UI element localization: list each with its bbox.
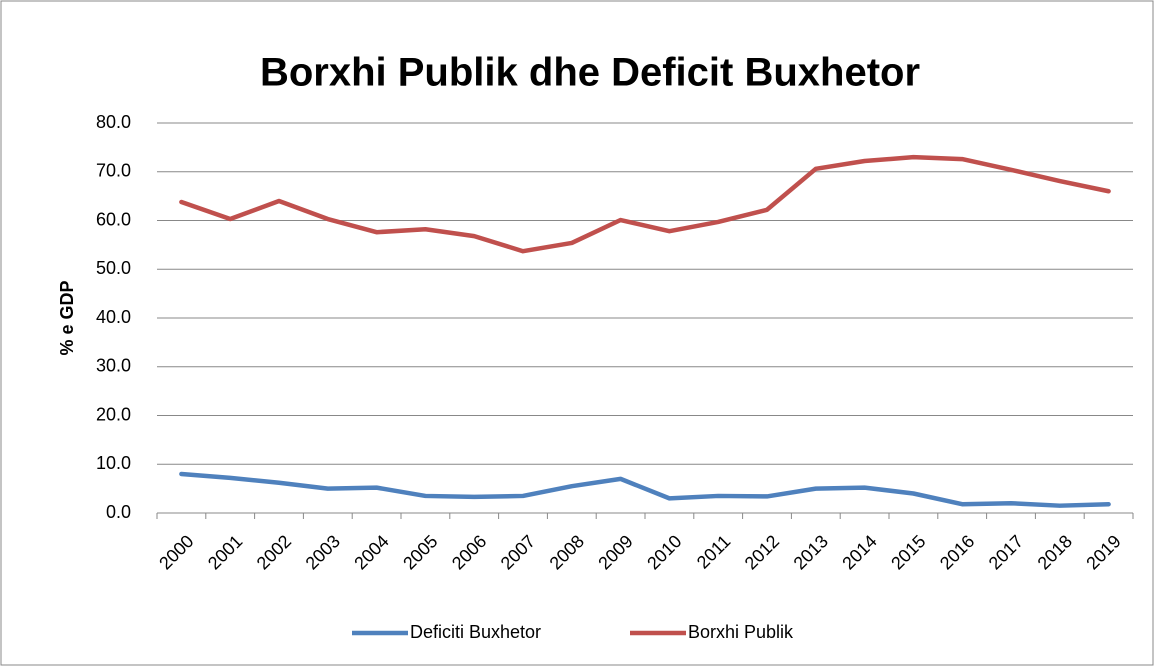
line [179, 471, 1111, 508]
y-tick-label: 60.0 [96, 209, 131, 229]
y-tick-label: 80.0 [96, 112, 131, 132]
y-tick-label: 10.0 [96, 453, 131, 473]
y-axis-label: % e GDP [57, 280, 77, 355]
y-tick-label: 50.0 [96, 258, 131, 278]
legend-label: Deficiti Buxhetor [410, 622, 541, 642]
y-tick-label: 40.0 [96, 307, 131, 327]
line [179, 154, 1111, 254]
y-tick-label: 0.0 [106, 502, 131, 522]
chart-title: Borxhi Publik dhe Deficit Buxhetor [260, 51, 920, 95]
legend-label: Borxhi Publik [688, 622, 794, 642]
y-tick-label: 20.0 [96, 404, 131, 424]
y-tick-label: 30.0 [96, 356, 131, 376]
y-tick-label: 70.0 [96, 161, 131, 181]
